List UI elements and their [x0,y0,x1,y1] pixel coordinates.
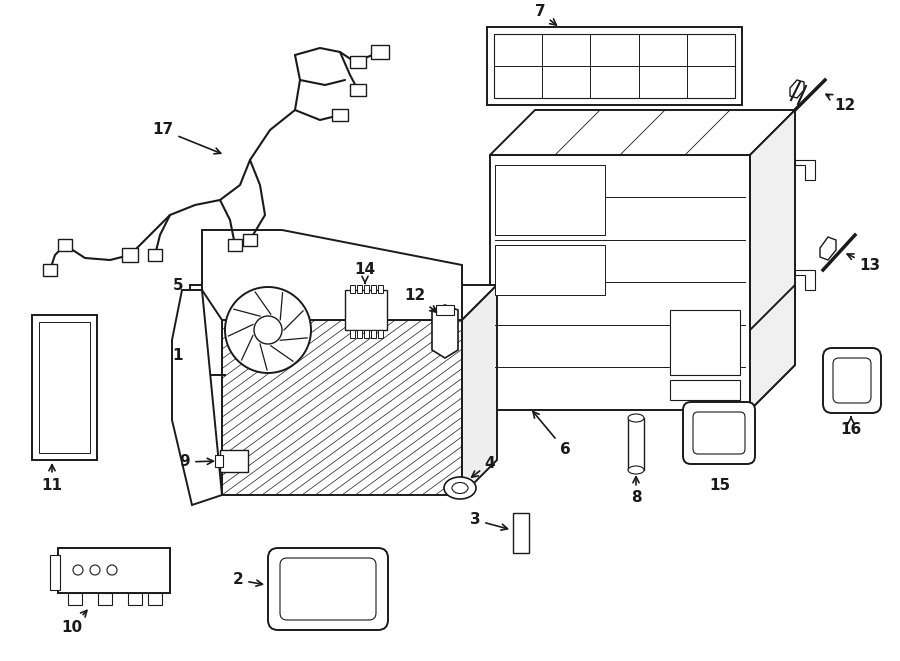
Bar [371,330,376,338]
Bar [364,285,369,293]
Bar [378,285,383,293]
Bar [371,45,389,59]
Bar [332,109,348,121]
Bar [68,593,82,605]
Text: 8: 8 [631,477,642,506]
Bar [378,330,383,338]
Polygon shape [172,290,222,505]
FancyBboxPatch shape [683,402,755,464]
Text: 16: 16 [841,416,861,438]
Bar [215,455,223,467]
Text: 13: 13 [847,254,880,272]
Text: 7: 7 [535,5,556,25]
Ellipse shape [452,483,468,494]
Bar [357,330,362,338]
Polygon shape [790,80,804,98]
Ellipse shape [444,477,476,499]
Bar [494,34,735,98]
Bar [122,248,138,262]
Bar [487,27,742,105]
Ellipse shape [628,414,644,422]
Bar [350,84,366,96]
FancyBboxPatch shape [693,412,745,454]
Polygon shape [222,285,497,320]
Text: 14: 14 [355,262,375,284]
Text: 3: 3 [470,512,508,530]
Bar [670,380,740,400]
Bar [350,330,355,338]
Polygon shape [490,110,795,155]
Text: 15: 15 [709,477,731,492]
Circle shape [107,565,117,575]
Bar [39,322,90,453]
Text: 5: 5 [173,278,184,293]
Bar [228,239,242,251]
Bar [50,555,60,590]
Text: 17: 17 [152,122,220,154]
Polygon shape [202,230,462,320]
Polygon shape [462,285,497,495]
Bar [436,305,454,315]
Polygon shape [432,305,458,358]
Bar [148,249,162,261]
Bar [628,418,644,470]
Bar [345,290,387,330]
Text: 11: 11 [41,465,62,492]
Text: 12: 12 [826,95,856,112]
Bar [350,285,355,293]
Polygon shape [750,285,795,410]
Bar [495,245,605,295]
Bar [490,155,750,410]
Text: 1: 1 [173,348,184,362]
Polygon shape [795,160,815,180]
Bar [222,320,462,495]
Bar [58,548,170,593]
Bar [58,239,72,251]
Circle shape [225,287,311,373]
Bar [98,593,112,605]
Bar [43,264,57,276]
Bar [513,513,529,553]
Circle shape [254,316,282,344]
Circle shape [90,565,100,575]
Bar [128,593,142,605]
Bar [670,310,740,375]
Text: 2: 2 [232,572,263,588]
Text: 10: 10 [61,611,87,635]
Bar [357,285,362,293]
Circle shape [73,565,83,575]
Text: 6: 6 [533,412,571,457]
Ellipse shape [628,466,644,474]
Polygon shape [750,110,795,410]
FancyBboxPatch shape [268,548,388,630]
Text: 12: 12 [404,288,436,312]
Bar [220,450,248,472]
Bar [350,56,366,68]
Text: 4: 4 [472,455,495,477]
Bar [364,330,369,338]
Bar [243,234,257,246]
Polygon shape [820,237,836,260]
Bar [148,593,162,605]
Bar [32,315,97,460]
FancyBboxPatch shape [823,348,881,413]
Text: 9: 9 [180,455,213,469]
Polygon shape [795,270,815,290]
FancyBboxPatch shape [280,558,376,620]
Bar [371,285,376,293]
Bar [495,165,605,235]
FancyBboxPatch shape [833,358,871,403]
